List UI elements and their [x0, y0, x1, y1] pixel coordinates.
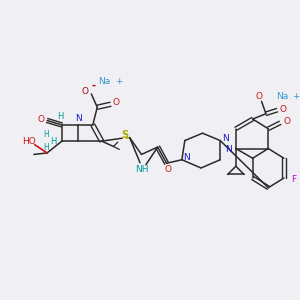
Text: O: O	[164, 165, 172, 174]
Text: Na: Na	[98, 77, 111, 86]
Text: O: O	[113, 98, 120, 107]
Text: H: H	[43, 130, 49, 139]
Text: N: N	[183, 153, 189, 162]
Text: +: +	[115, 77, 122, 86]
Text: O: O	[37, 115, 44, 124]
Text: H: H	[57, 112, 64, 121]
Text: O: O	[283, 117, 290, 126]
Text: H: H	[50, 137, 57, 146]
Text: NH: NH	[136, 165, 149, 174]
Text: N: N	[225, 146, 232, 154]
Text: HO: HO	[22, 137, 36, 146]
Text: Na: Na	[276, 92, 288, 100]
Text: -: -	[92, 81, 96, 91]
Text: N: N	[222, 134, 229, 143]
Text: N: N	[75, 114, 82, 123]
Text: O: O	[280, 105, 286, 114]
Text: H: H	[43, 142, 49, 152]
Text: S: S	[121, 130, 128, 140]
Text: F: F	[291, 175, 296, 184]
Text: +: +	[292, 92, 299, 100]
Text: O: O	[256, 92, 263, 100]
Text: O: O	[82, 86, 89, 95]
